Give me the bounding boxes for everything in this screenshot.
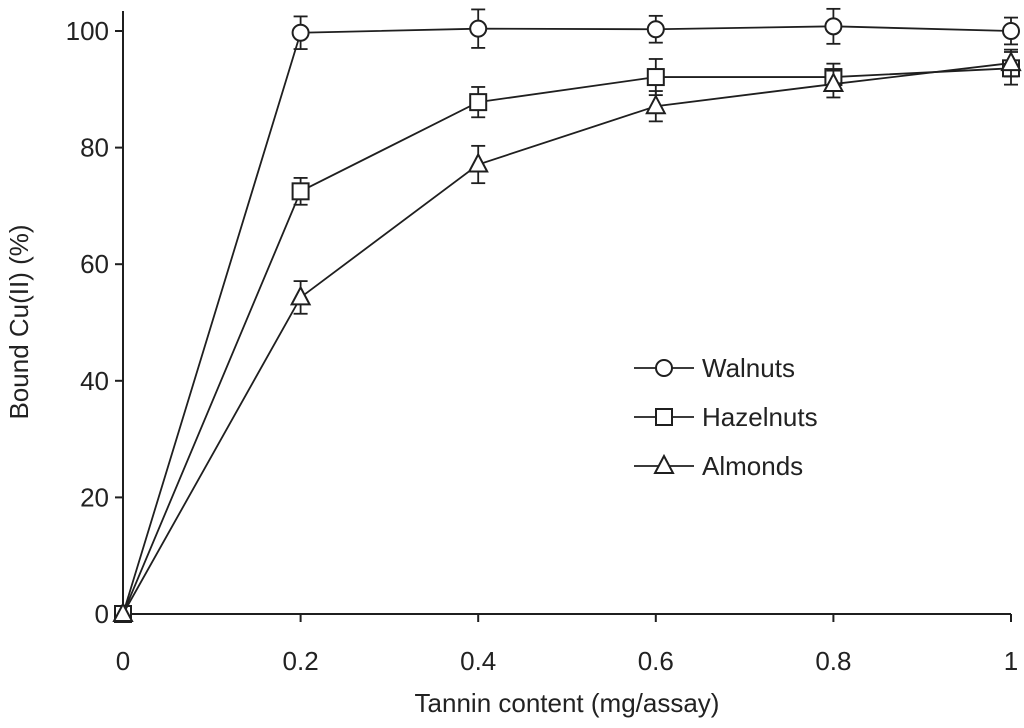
legend-marker-walnuts [655,359,673,377]
y-tick-label: 40 [80,366,109,396]
legend: Walnuts Hazelnuts Almonds [634,353,818,481]
y-tick-label: 60 [80,249,109,279]
legend-item-walnuts: Walnuts [634,353,795,383]
y-tick-label: 80 [80,133,109,163]
axes [122,11,1011,615]
data-point-almonds [112,601,134,622]
y-tick-label: 0 [95,599,109,629]
series-almonds [112,48,1022,622]
data-point-almonds [822,71,845,93]
data-point-hazelnuts [469,93,488,112]
series-line-walnuts [122,25,1012,615]
x-axis-title: Tannin content (mg/assay) [415,688,720,718]
legend-label: Almonds [702,451,803,481]
data-point-walnuts [646,20,665,39]
data-point-almonds [1000,50,1022,72]
data-point-hazelnuts [646,68,665,87]
legend-label: Walnuts [702,353,795,383]
legend-label: Hazelnuts [702,402,818,432]
data-point-almonds [645,94,667,115]
data-point-walnuts [824,17,843,36]
x-axis-ticks: 0 0.2 0.4 0.6 0.8 1 [116,614,1018,676]
y-axis-title: Bound Cu(II) (%) [4,224,34,419]
x-tick-label: 1 [1004,646,1018,676]
data-point-walnuts [469,19,488,38]
x-tick-label: 0.8 [815,646,851,676]
legend-item-hazelnuts: Hazelnuts [634,402,818,432]
series-walnuts [114,7,1020,623]
x-tick-label: 0.6 [638,646,674,676]
data-point-almonds [289,285,312,306]
data-point-walnuts [1002,22,1020,40]
legend-item-almonds: Almonds [634,451,803,481]
legend-marker-almonds [653,453,675,474]
y-tick-label: 20 [80,482,109,512]
x-tick-label: 0 [116,646,130,676]
data-point-hazelnuts [291,182,310,201]
y-tick-label: 100 [66,16,109,46]
data-point-walnuts [291,23,310,42]
series-hazelnuts [114,51,1020,623]
series-line-almonds [122,62,1012,615]
data-point-almonds [467,152,489,173]
series-line-hazelnuts [122,67,1012,615]
x-tick-label: 0.4 [460,646,496,676]
legend-marker-hazelnuts [655,408,673,426]
series-layer [112,7,1022,623]
x-tick-label: 0.2 [283,646,319,676]
y-axis-ticks: 0 20 40 60 80 100 [66,16,123,629]
